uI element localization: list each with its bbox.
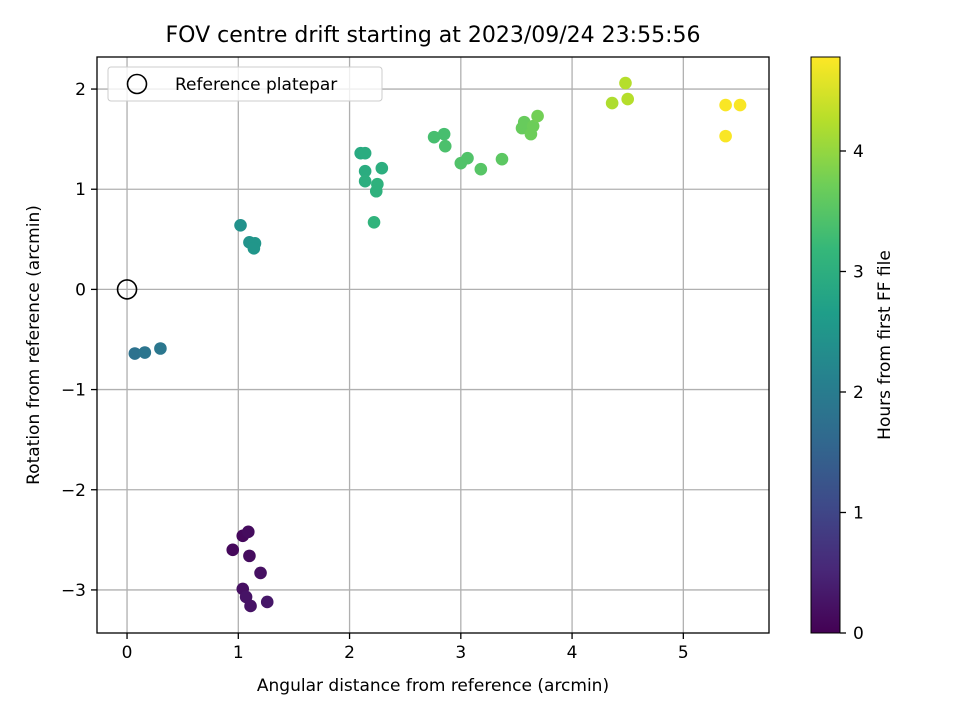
data-point [474,162,488,176]
y-axis-ticks: −3 −2 −1 0 1 2 [61,80,97,601]
data-point [128,347,142,360]
x-axis-label: Angular distance from reference (arcmin) [257,676,609,696]
data-point [733,98,747,112]
colorbar: 0 1 2 3 4 Hours from first FF file [810,56,895,644]
data-point [367,215,381,229]
grid-lines [97,57,769,633]
reference-marker-group [116,279,138,300]
data-point [154,342,167,355]
data-point [254,566,267,580]
y-tick-label: −3 [61,581,86,601]
legend-label: Reference platepar [175,75,337,95]
legend-box [107,66,383,102]
data-point [621,92,635,106]
data-point [526,119,540,133]
data-point [437,127,451,141]
x-tick-label: 0 [122,643,133,663]
colorbar-tick-label: 2 [853,383,864,403]
y-tick-label: −2 [61,481,86,501]
data-point [247,242,261,255]
data-point [369,184,383,198]
data-point [719,98,732,112]
colorbar-tick-label: 0 [853,624,864,644]
colorbar-tick-label: 3 [853,262,864,282]
colorbar-label: Hours from first FF file [875,250,895,440]
data-point [226,543,240,557]
data-point [358,174,372,188]
reference-platepar-marker [116,279,138,300]
y-axis-label: Rotation from reference (arcmin) [24,205,44,485]
colorbar-tick-label: 1 [853,503,864,523]
data-point [138,346,152,359]
data-point [358,146,372,160]
data-points [128,76,747,613]
y-tick-label: 2 [75,80,86,100]
data-point [461,151,474,165]
data-point [242,525,255,539]
data-point [531,109,544,123]
x-tick-label: 2 [344,643,355,663]
data-point [375,161,389,175]
data-point [244,599,257,613]
x-axis-ticks: 0 1 2 3 4 5 [122,633,689,663]
chart-title: FOV centre drift starting at 2023/09/24 … [166,23,701,48]
x-tick-label: 4 [567,643,578,663]
data-point [427,130,441,144]
data-point [260,595,274,609]
plot-frame [96,56,770,634]
colorbar-gradient [810,56,841,634]
data-point [358,164,372,178]
x-tick-label: 5 [678,643,689,663]
colorbar-tick-label: 4 [853,142,864,162]
data-point [438,139,452,153]
x-tick-label: 3 [455,643,466,663]
y-tick-label: −1 [61,381,86,401]
data-point [243,549,256,563]
colorbar-ticks: 0 1 2 3 4 [840,142,864,644]
x-tick-label: 1 [233,643,244,663]
data-point [605,96,619,110]
data-point [619,76,632,90]
data-point [719,129,732,143]
y-tick-label: 1 [75,180,86,200]
data-point [234,218,247,232]
data-point [495,152,509,166]
y-tick-label: 0 [75,280,86,300]
legend-marker-hollow-circle [126,73,148,95]
legend: Reference platepar [107,66,383,102]
